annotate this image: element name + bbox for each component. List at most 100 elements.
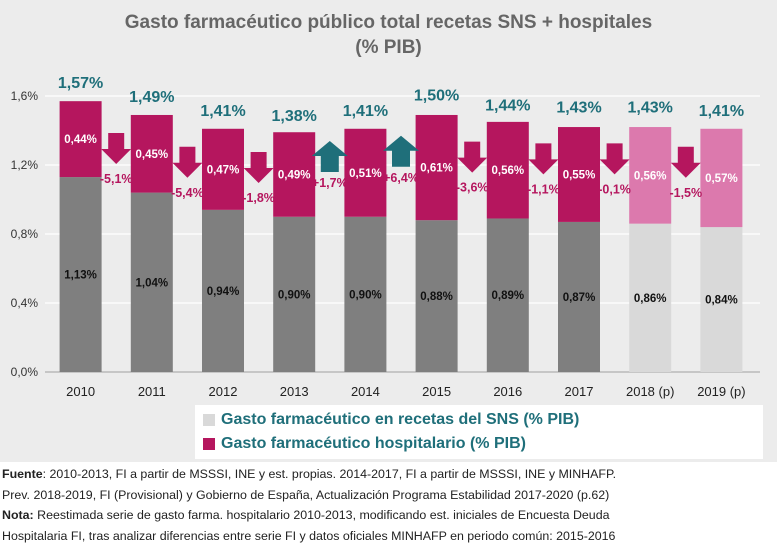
total-label: 1,50% bbox=[414, 87, 459, 104]
data-label-hospital: 0,44% bbox=[64, 134, 97, 146]
data-label-hospital: 0,57% bbox=[705, 173, 738, 185]
change-label: -5,4% bbox=[171, 186, 204, 200]
bar-recetas bbox=[344, 216, 387, 372]
y-tick-label: 1,2% bbox=[11, 158, 39, 172]
y-tick-label: 0,8% bbox=[11, 227, 39, 241]
x-tick-label: 2013 bbox=[280, 384, 309, 399]
arrow-down-icon bbox=[457, 141, 488, 173]
legend-label-recetas: Gasto farmacéutico en recetas del SNS (%… bbox=[221, 411, 580, 428]
change-label: -1,5% bbox=[669, 186, 702, 200]
note-line-2: Hospitalaria FI, tras analizar diferenci… bbox=[2, 528, 616, 543]
data-label-recetas: 0,88% bbox=[420, 291, 453, 303]
source-line-2: Prev. 2018-2019, FI (Provisional) y Gobi… bbox=[2, 487, 610, 502]
bar-recetas bbox=[415, 220, 458, 372]
bar-hospital bbox=[59, 101, 102, 178]
bar-recetas bbox=[273, 216, 316, 372]
bar-hospital bbox=[202, 128, 244, 210]
bar-recetas bbox=[629, 223, 672, 372]
total-label: 1,43% bbox=[628, 99, 673, 116]
data-label-recetas: 0,90% bbox=[278, 289, 311, 301]
bar-hospital bbox=[629, 127, 672, 224]
x-tick-label: 2011 bbox=[138, 384, 166, 399]
source-lead: Fuente bbox=[2, 467, 43, 481]
bar-recetas bbox=[558, 221, 600, 372]
x-tick-label: 2015 bbox=[422, 384, 451, 399]
data-label-recetas: 0,90% bbox=[349, 289, 382, 301]
change-label: +1,7% bbox=[312, 176, 348, 190]
data-label-hospital: 0,56% bbox=[634, 170, 667, 182]
bar-hospital bbox=[344, 128, 387, 217]
arrow-down-icon bbox=[528, 143, 559, 175]
legend-swatch-recetas bbox=[203, 414, 215, 426]
data-label-hospital: 0,56% bbox=[491, 165, 524, 177]
data-label-recetas: 1,04% bbox=[135, 277, 168, 289]
bar-recetas bbox=[59, 177, 102, 372]
total-label: 1,41% bbox=[343, 103, 388, 120]
data-label-hospital: 0,51% bbox=[349, 168, 382, 180]
data-label-recetas: 1,13% bbox=[64, 270, 97, 282]
bar-recetas bbox=[700, 227, 743, 372]
bar-hospital bbox=[130, 114, 173, 193]
bar-hospital bbox=[415, 114, 458, 221]
arrow-down-icon bbox=[243, 151, 274, 183]
legend-item-recetas: Gasto farmacéutico en recetas del SNS (%… bbox=[203, 411, 579, 429]
change-label: -1,1% bbox=[527, 182, 560, 196]
y-tick-label: 0,4% bbox=[11, 296, 39, 310]
total-label: 1,49% bbox=[129, 89, 174, 106]
source-text: : 2010-2013, FI a partir de MSSSI, INE y… bbox=[42, 467, 617, 481]
data-label-recetas: 0,94% bbox=[207, 286, 240, 298]
data-label-recetas: 0,84% bbox=[705, 295, 738, 307]
chart-subtitle: (% PIB) bbox=[355, 37, 422, 58]
source-line: Fuente: 2010-2013, FI a partir de MSSSI,… bbox=[2, 464, 775, 485]
change-label: +6,4% bbox=[383, 171, 419, 185]
change-label: -5,1% bbox=[100, 172, 133, 186]
note-text: Reestimada serie de gasto farma. hospita… bbox=[33, 508, 610, 522]
chart-title: Gasto farmacéutico público total recetas… bbox=[124, 12, 653, 33]
x-tick-label: 2017 bbox=[565, 384, 594, 399]
change-label: -3,6% bbox=[456, 181, 489, 195]
note-lead: Nota: bbox=[2, 508, 34, 522]
data-label-hospital: 0,45% bbox=[135, 149, 168, 161]
source-notes: Fuente: 2010-2013, FI a partir de MSSSI,… bbox=[2, 464, 775, 546]
arrow-down-icon bbox=[670, 146, 701, 178]
data-label-hospital: 0,49% bbox=[278, 169, 311, 181]
x-tick-label: 2016 bbox=[493, 384, 522, 399]
arrow-up-icon bbox=[383, 135, 419, 167]
total-label: 1,41% bbox=[200, 103, 245, 120]
data-label-recetas: 0,87% bbox=[563, 292, 596, 304]
x-tick-label: 2012 bbox=[209, 384, 238, 399]
legend-label-hospital: Gasto farmacéutico hospitalario (% PIB) bbox=[221, 435, 526, 452]
legend: Gasto farmacéutico en recetas del SNS (%… bbox=[195, 405, 763, 459]
bar-hospital bbox=[273, 132, 316, 217]
x-tick-label: 2010 bbox=[66, 384, 95, 399]
bar-hospital bbox=[558, 127, 600, 222]
change-label: -0,1% bbox=[598, 182, 631, 196]
arrow-down-icon bbox=[599, 143, 630, 175]
change-label: -1,8% bbox=[242, 191, 275, 205]
x-tick-label: 2018 (p) bbox=[626, 384, 674, 399]
total-label: 1,38% bbox=[272, 108, 317, 125]
arrow-up-icon bbox=[311, 140, 348, 172]
x-tick-label: 2019 (p) bbox=[697, 384, 745, 399]
data-label-recetas: 0,86% bbox=[634, 293, 667, 305]
total-label: 1,44% bbox=[485, 98, 530, 115]
note-line: Nota: Reestimada serie de gasto farma. h… bbox=[2, 505, 775, 526]
bar-hospital bbox=[486, 121, 529, 219]
data-label-recetas: 0,89% bbox=[491, 290, 524, 302]
bar-hospital bbox=[700, 128, 743, 228]
stacked-bar-chart: 0,0% 0,4% 0,8% 1,2% 1,6% 1,13% 0,44% 1,57% 2010 1… bbox=[11, 75, 760, 399]
x-tick-label: 2014 bbox=[351, 384, 380, 399]
bar-recetas bbox=[486, 218, 529, 372]
total-label: 1,43% bbox=[556, 99, 601, 116]
legend-item-hospital: Gasto farmacéutico hospitalario (% PIB) bbox=[203, 435, 526, 453]
legend-swatch-hospital bbox=[203, 438, 215, 450]
y-tick-label: 1,6% bbox=[11, 89, 39, 103]
bar-recetas bbox=[130, 192, 173, 372]
total-label: 1,57% bbox=[58, 75, 103, 92]
arrow-down-icon bbox=[172, 146, 203, 178]
data-label-hospital: 0,55% bbox=[563, 169, 596, 181]
data-label-hospital: 0,47% bbox=[207, 164, 240, 176]
bar-recetas bbox=[202, 209, 244, 372]
y-tick-label: 0,0% bbox=[11, 365, 39, 379]
arrow-down-icon bbox=[101, 132, 132, 164]
